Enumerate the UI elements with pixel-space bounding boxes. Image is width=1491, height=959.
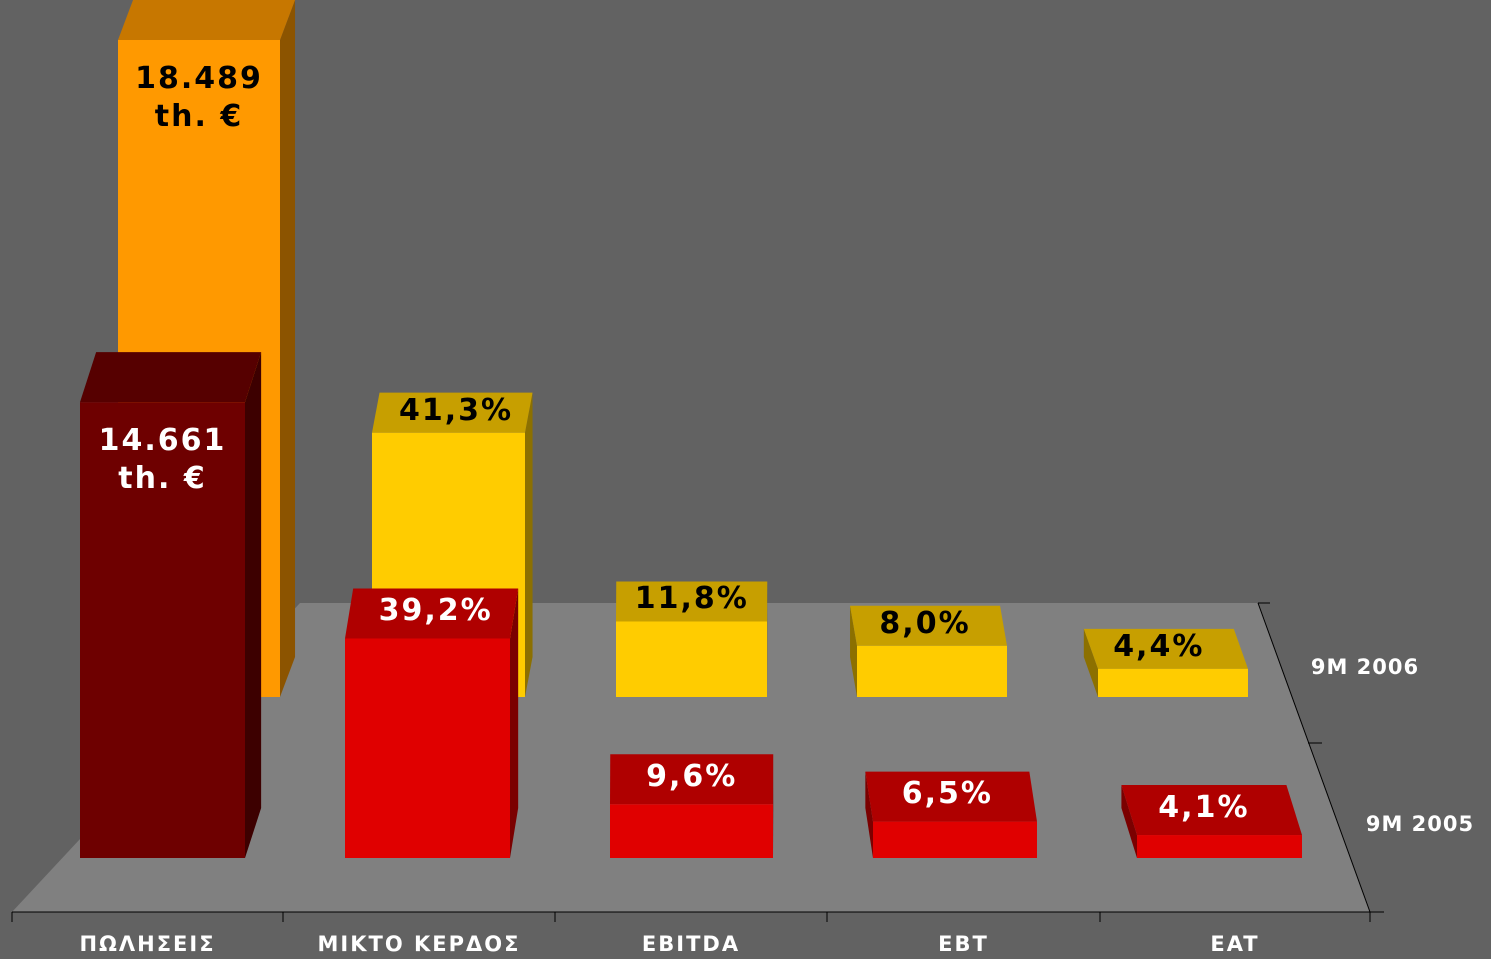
bar (1137, 835, 1302, 858)
value-label: 14.661 th. € (98, 423, 227, 497)
value-label: 41,3% (398, 392, 514, 428)
bar-side (850, 605, 857, 697)
value-label: 18.489 th. € (135, 61, 263, 134)
value-label: 4,1% (1158, 789, 1250, 825)
bar-side (280, 0, 296, 697)
value-label: 39,2% (378, 592, 493, 628)
bar-top (850, 605, 1007, 646)
depth-axis (1257, 602, 1371, 913)
category-label: ΠΩΛΗΣΕΙΣ (79, 932, 215, 956)
bar (345, 638, 510, 858)
bar-side (525, 392, 533, 697)
bar (80, 402, 245, 858)
value-label: 6,5% (901, 776, 993, 812)
series-label: 9M 2006 (1311, 655, 1419, 679)
bar-top (1083, 628, 1248, 669)
bar-top (1121, 785, 1302, 836)
bar-top (80, 352, 262, 403)
bar (1098, 668, 1248, 697)
category-label: EBT (938, 932, 989, 956)
bar-top (865, 771, 1037, 822)
bar-top (610, 754, 774, 805)
value-label: 4,4% (1113, 628, 1205, 664)
series-label: 9M 2005 (1366, 812, 1474, 836)
bar-side (245, 352, 262, 858)
bar (616, 621, 767, 697)
value-label: 9,6% (646, 758, 738, 794)
bar-top (345, 588, 519, 639)
bar (857, 645, 1007, 697)
bar-side (1083, 628, 1098, 697)
bar-side (510, 588, 519, 858)
bar-top (372, 392, 533, 433)
bar-side (865, 771, 873, 858)
category-label: EBITDA (642, 932, 740, 956)
bar (873, 821, 1037, 858)
bar (610, 804, 773, 858)
value-label: 8,0% (879, 605, 971, 641)
category-label: ΜΙΚΤΟ ΚΕΡΔΟΣ (318, 932, 521, 956)
value-label: 11,8% (634, 581, 749, 617)
bar-top (616, 581, 768, 622)
bar-top (118, 0, 296, 40)
category-label: EAT (1210, 932, 1259, 956)
bar-side (1121, 785, 1137, 858)
